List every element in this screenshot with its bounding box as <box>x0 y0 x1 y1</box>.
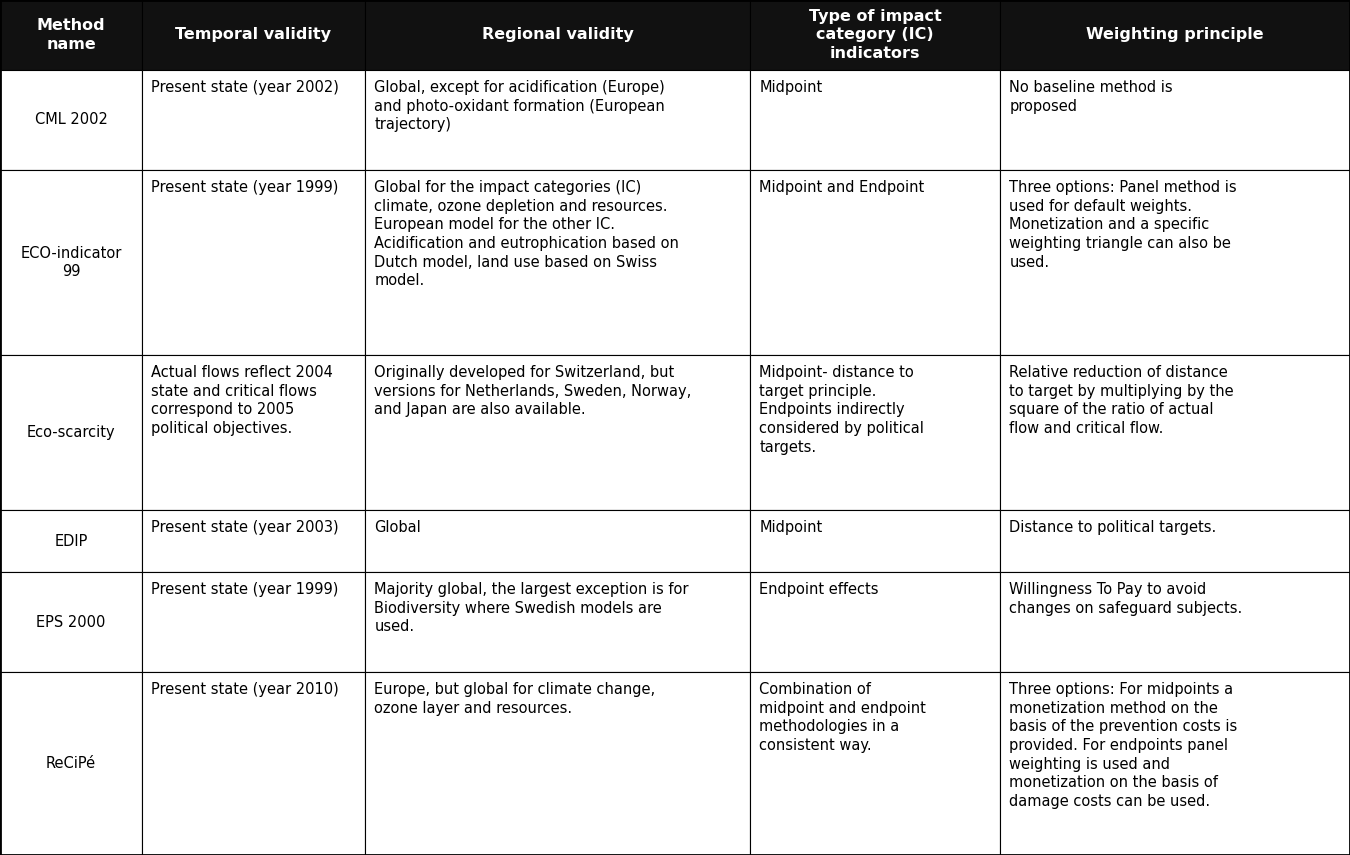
Bar <box>1000 70 1350 170</box>
Text: Present state (year 2010): Present state (year 2010) <box>151 682 339 698</box>
Bar <box>1000 0 1350 70</box>
Text: ReCiPé: ReCiPé <box>46 756 96 771</box>
Bar <box>142 70 365 170</box>
Bar <box>364 355 751 510</box>
Text: Europe, but global for climate change,
ozone layer and resources.: Europe, but global for climate change, o… <box>374 682 656 716</box>
Bar <box>0 355 142 510</box>
Text: Midpoint- distance to
target principle.
Endpoints indirectly
considered by polit: Midpoint- distance to target principle. … <box>760 365 925 455</box>
Bar <box>0 672 142 855</box>
Bar <box>142 355 365 510</box>
Bar <box>142 572 365 672</box>
Bar <box>751 355 1000 510</box>
Bar <box>751 572 1000 672</box>
Text: Willingness To Pay to avoid
changes on safeguard subjects.: Willingness To Pay to avoid changes on s… <box>1010 582 1243 616</box>
Text: Method
name: Method name <box>36 18 105 52</box>
Text: Majority global, the largest exception is for
Biodiversity where Swedish models : Majority global, the largest exception i… <box>374 582 688 634</box>
Bar <box>0 170 142 355</box>
Text: Global for the impact categories (IC)
climate, ozone depletion and resources.
Eu: Global for the impact categories (IC) cl… <box>374 180 679 288</box>
Text: EPS 2000: EPS 2000 <box>36 615 105 629</box>
Bar <box>1000 355 1350 510</box>
Bar <box>364 572 751 672</box>
Text: Present state (year 2002): Present state (year 2002) <box>151 80 339 95</box>
Text: Endpoint effects: Endpoint effects <box>760 582 879 598</box>
Text: Midpoint and Endpoint: Midpoint and Endpoint <box>760 180 925 195</box>
Bar <box>751 672 1000 855</box>
Bar <box>142 672 365 855</box>
Bar <box>0 0 142 70</box>
Text: Midpoint: Midpoint <box>760 520 822 535</box>
Bar <box>364 170 751 355</box>
Text: Three options: For midpoints a
monetization method on the
basis of the preventio: Three options: For midpoints a monetizat… <box>1010 682 1238 809</box>
Text: Present state (year 1999): Present state (year 1999) <box>151 180 339 195</box>
Text: Present state (year 1999): Present state (year 1999) <box>151 582 339 598</box>
Text: Relative reduction of distance
to target by multiplying by the
square of the rat: Relative reduction of distance to target… <box>1010 365 1234 436</box>
Text: Three options: Panel method is
used for default weights.
Monetization and a spec: Three options: Panel method is used for … <box>1010 180 1237 269</box>
Bar <box>1000 672 1350 855</box>
Text: Combination of
midpoint and endpoint
methodologies in a
consistent way.: Combination of midpoint and endpoint met… <box>760 682 926 753</box>
Text: CML 2002: CML 2002 <box>35 113 108 127</box>
Bar <box>142 0 365 70</box>
Text: Distance to political targets.: Distance to political targets. <box>1010 520 1216 535</box>
Bar <box>364 70 751 170</box>
Bar <box>364 510 751 572</box>
Text: Originally developed for Switzerland, but
versions for Netherlands, Sweden, Norw: Originally developed for Switzerland, bu… <box>374 365 691 417</box>
Text: Midpoint: Midpoint <box>760 80 822 95</box>
Bar <box>1000 510 1350 572</box>
Bar <box>0 510 142 572</box>
Text: No baseline method is
proposed: No baseline method is proposed <box>1010 80 1173 114</box>
Text: Present state (year 2003): Present state (year 2003) <box>151 520 339 535</box>
Text: Actual flows reflect 2004
state and critical flows
correspond to 2005
political : Actual flows reflect 2004 state and crit… <box>151 365 333 436</box>
Bar <box>364 672 751 855</box>
Text: Regional validity: Regional validity <box>482 27 633 43</box>
Bar <box>0 70 142 170</box>
Text: Global: Global <box>374 520 421 535</box>
Bar <box>364 0 751 70</box>
Bar <box>142 510 365 572</box>
Bar <box>751 170 1000 355</box>
Bar <box>751 70 1000 170</box>
Bar <box>142 170 365 355</box>
Bar <box>1000 572 1350 672</box>
Text: Eco-scarcity: Eco-scarcity <box>27 425 115 440</box>
Text: ECO-indicator
99: ECO-indicator 99 <box>20 245 122 280</box>
Bar <box>751 510 1000 572</box>
Bar <box>1000 170 1350 355</box>
Text: Type of impact
category (IC)
indicators: Type of impact category (IC) indicators <box>809 9 941 61</box>
Text: Global, except for acidification (Europe)
and photo-oxidant formation (European
: Global, except for acidification (Europe… <box>374 80 666 133</box>
Text: Temporal validity: Temporal validity <box>176 27 332 43</box>
Bar <box>0 572 142 672</box>
Bar <box>751 0 1000 70</box>
Text: Weighting principle: Weighting principle <box>1087 27 1264 43</box>
Text: EDIP: EDIP <box>54 534 88 549</box>
